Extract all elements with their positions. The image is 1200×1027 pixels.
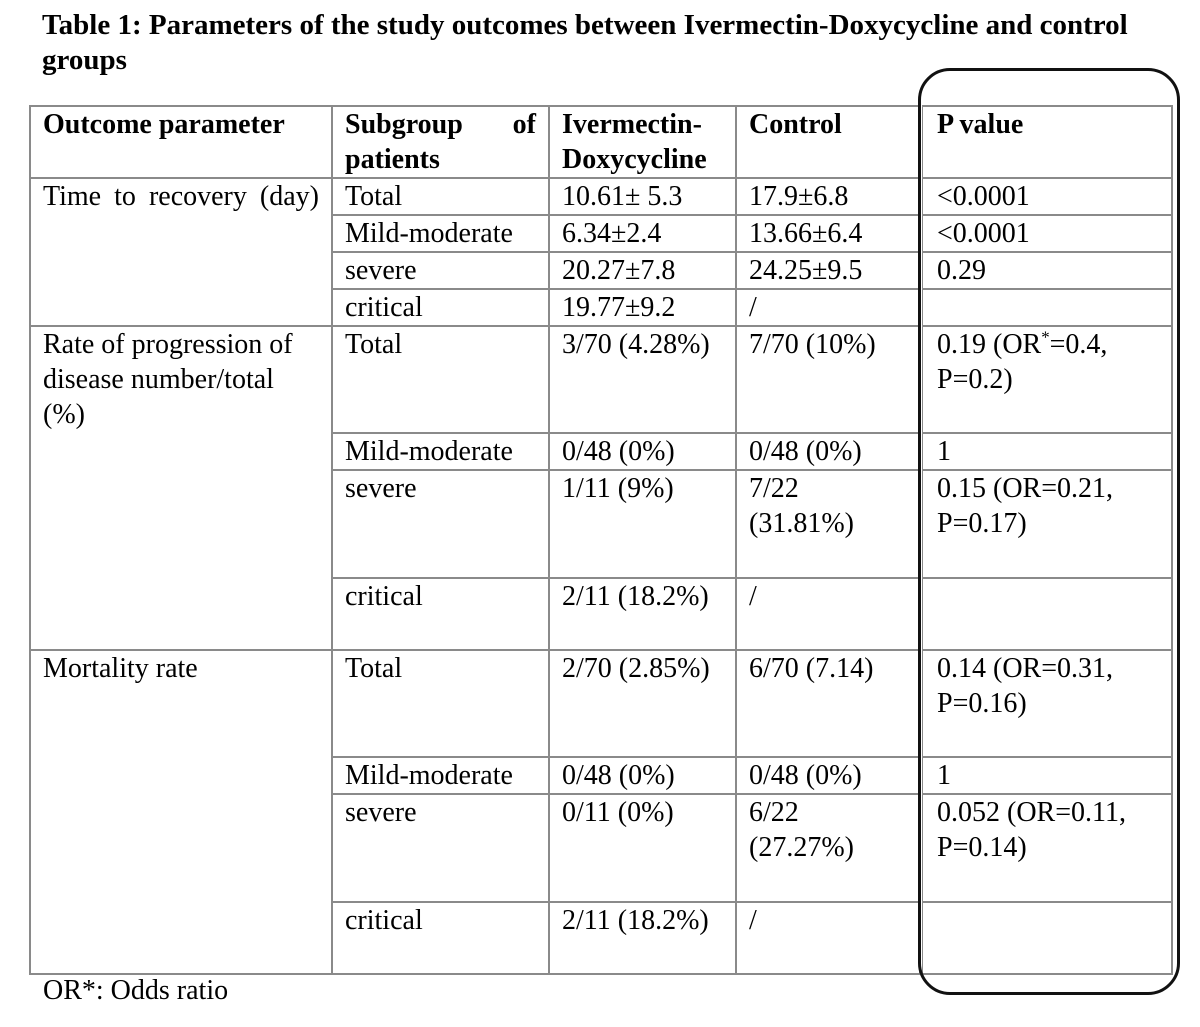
ivermectin-cell: 6.34±2.4 (548, 214, 737, 253)
control-cell: 6/70 (7.14) (735, 649, 922, 758)
table-row: severe 0/11 (0%) 6/22 (27.27%) 0.052 (OR… (30, 793, 1173, 903)
header-control: Control (735, 105, 922, 179)
table-row: severe 1/11 (9%) 7/22 (31.81%) 0.15 (OR=… (30, 469, 1173, 579)
table-row: Mild-moderate 0/48 (0%) 0/48 (0%) 1 (30, 756, 1173, 795)
table-row: severe 20.27±7.8 24.25±9.5 0.29 (30, 251, 1173, 290)
pvalue-cell: 0.052 (OR=0.11, P=0.14) (919, 793, 1173, 903)
subgroup-cell: critical (331, 901, 550, 975)
pvalue-cell: 0.29 (919, 251, 1173, 290)
control-cell: / (735, 901, 922, 975)
ivermectin-cell: 1/11 (9%) (548, 469, 737, 579)
control-cell: 0/48 (0%) (735, 432, 922, 471)
table-caption: Table 1: Parameters of the study outcome… (42, 9, 1128, 76)
pvalue-cell (919, 288, 1173, 327)
control-cell: 13.66±6.4 (735, 214, 922, 253)
header-pvalue: P value (919, 105, 1173, 179)
outcome-mortality: Mortality rate (29, 649, 333, 975)
subgroup-cell: Mild-moderate (331, 432, 550, 471)
pvalue-cell: <0.0001 (919, 214, 1173, 253)
ivermectin-cell: 0/11 (0%) (548, 793, 737, 903)
table-row: critical 2/11 (18.2%) / (30, 577, 1173, 651)
table-footnote: OR*: Odds ratio (43, 975, 229, 1006)
outcome-recovery: Time to recovery (day) (29, 177, 333, 327)
subgroup-cell: Total (331, 649, 550, 758)
header-row: Outcome parameter Subgroup of patients I… (29, 105, 1173, 179)
ivermectin-cell: 3/70 (4.28%) (548, 325, 737, 434)
table-row: critical 19.77±9.2 / (30, 288, 1173, 327)
subgroup-cell: severe (331, 251, 550, 290)
subgroup-cell: severe (331, 793, 550, 903)
table-row: Time to recovery (day) Total 10.61± 5.3 … (29, 177, 1173, 327)
subgroup-cell: critical (331, 288, 550, 327)
control-cell: / (735, 577, 922, 651)
pvalue-cell: <0.0001 (919, 177, 1173, 216)
table-row: Rate of progression of disease number/to… (29, 325, 1173, 651)
footnote-marker: * (1041, 327, 1050, 347)
control-cell: 0/48 (0%) (735, 756, 922, 795)
control-cell: / (735, 288, 922, 327)
control-cell: 7/70 (10%) (735, 325, 922, 434)
table-row: critical 2/11 (18.2%) / (30, 901, 1173, 975)
control-cell: 24.25±9.5 (735, 251, 922, 290)
pvalue-cell: 1 (919, 432, 1173, 471)
table-row: Mild-moderate 6.34±2.4 13.66±6.4 <0.0001 (30, 214, 1173, 253)
odds-ratio-rest: =0.4, P=0.2) (937, 329, 1108, 395)
pvalue-cell: 0.15 (OR=0.21, P=0.17) (919, 469, 1173, 579)
table-row: Mild-moderate 0/48 (0%) 0/48 (0%) 1 (30, 432, 1173, 471)
ivermectin-cell: 19.77±9.2 (548, 288, 737, 327)
control-cell: 17.9±6.8 (735, 177, 922, 216)
header-subgroup: Subgroup of patients (331, 105, 550, 179)
ivermectin-cell: 20.27±7.8 (548, 251, 737, 290)
subgroup-cell: Total (331, 325, 550, 434)
subgroup-cell: severe (331, 469, 550, 579)
outcomes-table: Outcome parameter Subgroup of patients I… (29, 105, 1173, 975)
ivermectin-cell: 0/48 (0%) (548, 432, 737, 471)
ivermectin-cell: 2/11 (18.2%) (548, 901, 737, 975)
pvalue-cell (919, 901, 1173, 975)
pvalue-cell: 1 (919, 756, 1173, 795)
header-outcome: Outcome parameter (29, 105, 333, 179)
table-row: Mortality rate Total 2/70 (2.85%) 6/70 (… (29, 649, 1173, 975)
header-ivermectin: Ivermectin-Doxycycline (548, 105, 737, 179)
ivermectin-cell: 2/11 (18.2%) (548, 577, 737, 651)
pvalue-cell: 0.19 (OR*=0.4, P=0.2) (919, 325, 1173, 434)
subgroup-cell: Mild-moderate (331, 214, 550, 253)
ivermectin-cell: 10.61± 5.3 (548, 177, 737, 216)
control-cell: 7/22 (31.81%) (735, 469, 922, 579)
outcome-progression: Rate of progression of disease number/to… (29, 325, 333, 651)
subgroup-cell: Total (331, 177, 550, 216)
ivermectin-cell: 2/70 (2.85%) (548, 649, 737, 758)
pvalue-main: 0.19 (937, 329, 986, 360)
pvalue-cell: 0.14 (OR=0.31, P=0.16) (919, 649, 1173, 758)
subgroup-cell: critical (331, 577, 550, 651)
control-cell: 6/22 (27.27%) (735, 793, 922, 903)
odds-ratio-prefix: (OR (993, 329, 1042, 360)
ivermectin-cell: 0/48 (0%) (548, 756, 737, 795)
subgroup-cell: Mild-moderate (331, 756, 550, 795)
pvalue-cell (919, 577, 1173, 651)
